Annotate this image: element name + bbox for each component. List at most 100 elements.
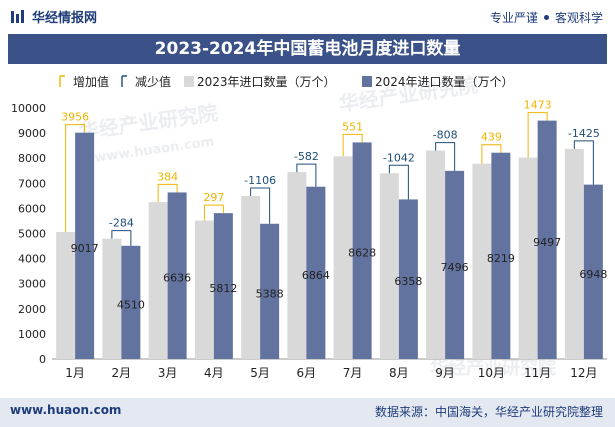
- bar-2024: [167, 192, 187, 359]
- top-bar: 华经情报网 专业严谨 客观科学: [0, 0, 615, 34]
- tagline-left: 专业严谨: [489, 11, 538, 25]
- y-tick-label: 4000: [18, 253, 46, 266]
- change-label: -1106: [244, 174, 276, 187]
- bar-2024-value-label: 4510: [117, 298, 145, 311]
- bar-2024-value-label: 8219: [487, 252, 515, 265]
- change-bracket: [481, 144, 502, 164]
- y-tick-label: 1000: [18, 328, 46, 341]
- change-label: -582: [294, 150, 319, 163]
- brand-logo-icon: [11, 9, 24, 23]
- change-label: 551: [342, 120, 363, 133]
- bar-2024-value-label: 5388: [256, 287, 284, 300]
- bar-2024: [352, 142, 372, 359]
- change-bracket: [296, 163, 317, 187]
- brand-name: 华经情报网: [32, 11, 98, 26]
- x-tick-label: 11月: [524, 366, 551, 380]
- legend-label: 减少值: [135, 74, 171, 89]
- bar-2024: [445, 170, 465, 359]
- change-bracket: [527, 112, 548, 158]
- bar-2023: [148, 202, 168, 359]
- bar-2023: [426, 150, 446, 359]
- legend-label: 2023年进口数量（万个）: [197, 74, 336, 89]
- bar-2024-value-label: 8628: [348, 247, 376, 260]
- tagline-right: 客观科学: [554, 11, 603, 25]
- change-bracket: [342, 133, 363, 157]
- y-tick-label: 6000: [18, 202, 46, 215]
- watermark-text: 华经产业研究院: [430, 357, 556, 379]
- change-bracket: [573, 140, 594, 185]
- footer-site: www.huaon.com: [10, 403, 122, 417]
- bar-2024-value-label: 9017: [71, 242, 99, 255]
- legend-decrease-icon: [121, 75, 127, 87]
- x-tick-label: 10月: [478, 366, 505, 380]
- change-label: 384: [157, 170, 178, 183]
- change-label: -808: [433, 129, 458, 142]
- brand: 华经情报网: [10, 7, 97, 26]
- bar-2023: [379, 173, 399, 359]
- change-bracket: [65, 124, 86, 232]
- change-bracket: [435, 142, 456, 171]
- bar-2023: [333, 156, 353, 359]
- bar-2024-value-label: 9497: [533, 236, 561, 249]
- x-tick-label: 5月: [250, 366, 270, 380]
- change-label: -284: [109, 217, 134, 230]
- x-tick-label: 8月: [389, 366, 409, 380]
- y-tick-label: 2000: [18, 303, 46, 316]
- change-bracket: [157, 183, 178, 203]
- x-tick-label: 12月: [570, 366, 597, 380]
- x-tick-label: 1月: [65, 366, 85, 380]
- bar-2024-value-label: 6864: [302, 269, 330, 282]
- bar-2024: [537, 120, 557, 359]
- tagline-dot-icon: [543, 15, 549, 20]
- y-tick-label: 0: [39, 353, 46, 366]
- bar-2024: [213, 213, 233, 359]
- x-tick-label: 4月: [204, 366, 224, 380]
- bar-2023: [564, 148, 584, 359]
- x-tick-label: 3月: [158, 366, 178, 380]
- bar-2024-value-label: 6636: [163, 272, 191, 285]
- x-tick-label: 2月: [112, 366, 132, 380]
- change-bracket: [250, 187, 271, 224]
- bar-2023: [102, 238, 122, 359]
- legend-2023-swatch: [184, 76, 194, 87]
- x-tick-label: 9月: [435, 366, 455, 380]
- bar-2023: [194, 220, 214, 359]
- change-label: 1473: [524, 99, 552, 112]
- legend-2024-swatch: [362, 76, 372, 87]
- change-label: -1042: [383, 151, 415, 164]
- bar-2024: [75, 132, 95, 359]
- bar-2024: [306, 186, 326, 359]
- bar-2024: [121, 245, 141, 359]
- bar-2024-value-label: 5812: [209, 282, 237, 295]
- bar-2024-value-label: 7496: [441, 261, 469, 274]
- bar-2023: [518, 157, 538, 359]
- bar-2024: [491, 152, 511, 359]
- bar-2024: [260, 223, 280, 359]
- change-label: 297: [203, 191, 224, 204]
- chart-title: 2023-2024年中国蓄电池月度进口数量: [8, 34, 607, 64]
- bar-2024-value-label: 6948: [579, 268, 607, 281]
- tagline: 专业严谨 客观科学: [490, 9, 603, 26]
- bar-2024-value-label: 6358: [394, 275, 422, 288]
- footer-source: 数据来源：中国海关，华经产业研究院整理: [374, 405, 603, 419]
- y-tick-label: 10000: [11, 102, 46, 115]
- legend-label: 增加值: [73, 74, 109, 89]
- change-bracket: [388, 164, 409, 200]
- change-bracket: [203, 204, 224, 221]
- bar-2023: [241, 196, 261, 359]
- change-bracket: [111, 230, 132, 246]
- y-tick-label: 8000: [18, 152, 46, 165]
- x-tick-label: 6月: [297, 366, 317, 380]
- y-tick-label: 5000: [18, 228, 46, 241]
- bar-2023: [56, 231, 76, 359]
- change-label: 439: [481, 131, 502, 144]
- footer: www.huaon.com 数据来源：中国海关，华经产业研究院整理: [0, 398, 615, 427]
- bar-2024: [583, 184, 603, 359]
- change-label: -1425: [568, 127, 600, 140]
- change-label: 3956: [61, 111, 89, 124]
- bar-2023: [472, 163, 492, 359]
- y-tick-label: 3000: [18, 278, 46, 291]
- legend-label: 2024年进口数量（万个）: [375, 74, 514, 89]
